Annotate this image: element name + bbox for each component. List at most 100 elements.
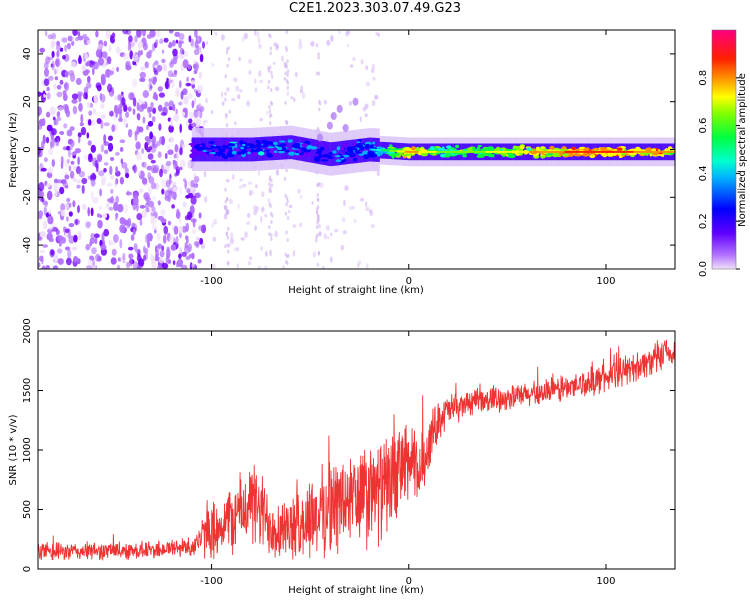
heatmap-ridge-cell	[316, 141, 322, 145]
heatmap-faint-cell	[254, 78, 257, 84]
heatmap-noise-cell	[49, 106, 56, 116]
heatmap-noise-cell	[162, 63, 168, 72]
heatmap-core-cell	[602, 150, 604, 153]
heatmap-ridge-cell	[335, 159, 342, 163]
heatmap-noise-cell	[198, 71, 203, 80]
heatmap-noise-cell	[102, 213, 108, 219]
heatmap-noise-cell	[62, 182, 69, 188]
heatmap-noise-cell	[108, 197, 115, 204]
heatmap-core-cell	[645, 150, 648, 153]
heatmap-noise-cell	[86, 265, 93, 269]
heatmap-ridge-body	[322, 141, 325, 165]
heatmap-ridge-cell	[320, 159, 329, 162]
heatmap-streak-cell	[318, 99, 321, 104]
heatmap-noise-cell	[72, 105, 78, 115]
heatmap-noise-cell	[44, 68, 49, 77]
heatmap-ridge-cell	[619, 155, 623, 158]
heatmap-noise-cell	[178, 253, 182, 259]
heatmap-noise-cell	[119, 239, 123, 249]
heatmap-noise-cell	[161, 58, 166, 64]
heatmap-noise-cell	[188, 111, 194, 119]
heatmap-ridge-cell	[357, 138, 362, 142]
heatmap-noise-cell	[179, 159, 186, 168]
heatmap-noise-cell	[85, 243, 91, 251]
heatmap-noise-cell	[159, 250, 165, 258]
heatmap-noise-cell	[88, 110, 93, 116]
heatmap-faint-cell	[323, 99, 327, 105]
heatmap-ridge-cell	[274, 153, 280, 157]
heatmap-noise-cell	[191, 122, 197, 128]
heatmap-streak-cell	[284, 211, 288, 216]
heatmap-core-cell	[507, 150, 510, 153]
heatmap-noise-cell	[190, 38, 194, 47]
heatmap-streak-cell	[286, 73, 289, 77]
heatmap-ridge-cell	[246, 148, 251, 152]
heatmap-noise-cell	[178, 217, 182, 224]
heatmap-streak-cell	[286, 216, 290, 221]
heatmap-noise-cell	[172, 260, 176, 265]
heatmap-ridge-cell	[214, 146, 221, 149]
heatmap-noise-cell	[108, 135, 113, 141]
heatmap-ridge-cell	[599, 147, 608, 152]
heatmap-core-cell	[396, 150, 399, 153]
heatmap-ridge-cell	[348, 152, 356, 158]
heatmap-core-cell	[410, 150, 413, 153]
heatmap-core-cell	[477, 150, 480, 153]
heatmap-noise-cell	[91, 119, 96, 127]
heatmap-faint-cell	[254, 225, 257, 232]
snr-panel: -100 0 100 0 500 1000 1500 2000 Height of stra…	[8, 318, 676, 596]
heatmap-noise-cell	[62, 55, 66, 60]
heatmap-noise-cell	[65, 232, 69, 238]
heatmap-noise-cell	[141, 177, 148, 185]
heatmap-noise-cell	[160, 112, 167, 116]
heatmap-noise-cell	[56, 84, 62, 90]
heatmap-faint-cell	[326, 236, 330, 240]
heatmap-core-cell	[381, 149, 384, 152]
heatmap-noise-cell	[115, 195, 119, 204]
colorbar-tick-label: 0.2	[698, 213, 709, 229]
heatmap-noise-cell	[86, 132, 90, 139]
heatmap-ridge-cell	[342, 143, 348, 148]
heatmap-noise-cell	[108, 206, 114, 211]
heatmap-noise-cell	[119, 217, 125, 225]
heatmap-ridge-body	[210, 137, 213, 162]
heatmap-noise-cell	[65, 246, 70, 251]
heatmap-ridge-body	[324, 141, 327, 166]
heatmap-ridge-cell	[336, 146, 341, 151]
heatmap-core-cell	[440, 150, 443, 153]
heatmap-faint-cell	[265, 111, 269, 115]
heatmap-noise-cell	[81, 177, 88, 185]
heatmap-streak-cell	[316, 197, 320, 202]
heatmap-streak-cell	[270, 88, 273, 92]
heatmap-noise-cell	[178, 33, 185, 41]
heatmap-noise-cell	[89, 174, 93, 181]
heatmap-ridge-cell	[519, 145, 525, 150]
heatmap-ridge-body	[254, 137, 257, 162]
heatmap-noise-cell	[80, 126, 87, 136]
heatmap-noise-cell	[68, 149, 71, 158]
heatmap-core-cell	[637, 150, 640, 153]
heatmap-noise-cell	[157, 104, 163, 112]
heatmap-faint-cell	[192, 213, 195, 217]
heatmap-ridge-cell	[411, 146, 416, 151]
heatmap-noise-cell	[142, 116, 146, 124]
heatmap-faint-cell	[350, 64, 354, 68]
heatmap-ridge-cell	[551, 152, 560, 158]
heatmap-faint-cell	[322, 265, 325, 269]
heatmap-noise-cell	[67, 35, 73, 42]
heatmap-noise-cell	[152, 78, 156, 85]
x-tick-label: 0	[406, 276, 412, 287]
heatmap-noise-cell	[87, 140, 92, 146]
heatmap-streak-cell	[227, 226, 230, 231]
heatmap-noise-cell	[109, 241, 115, 246]
heatmap-noise-cell	[128, 253, 134, 259]
heatmap-noise-cell	[78, 93, 82, 103]
heatmap-faint-cell	[248, 220, 251, 226]
heatmap-noise-cell	[184, 241, 188, 249]
heatmap-noise-cell	[176, 151, 179, 162]
heatmap-streak-cell	[270, 233, 273, 238]
heatmap-noise-cell	[144, 141, 149, 151]
heatmap-ridge-cell	[369, 153, 378, 158]
heatmap-faint-cell	[299, 194, 303, 199]
heatmap-noise-cell	[108, 44, 112, 53]
